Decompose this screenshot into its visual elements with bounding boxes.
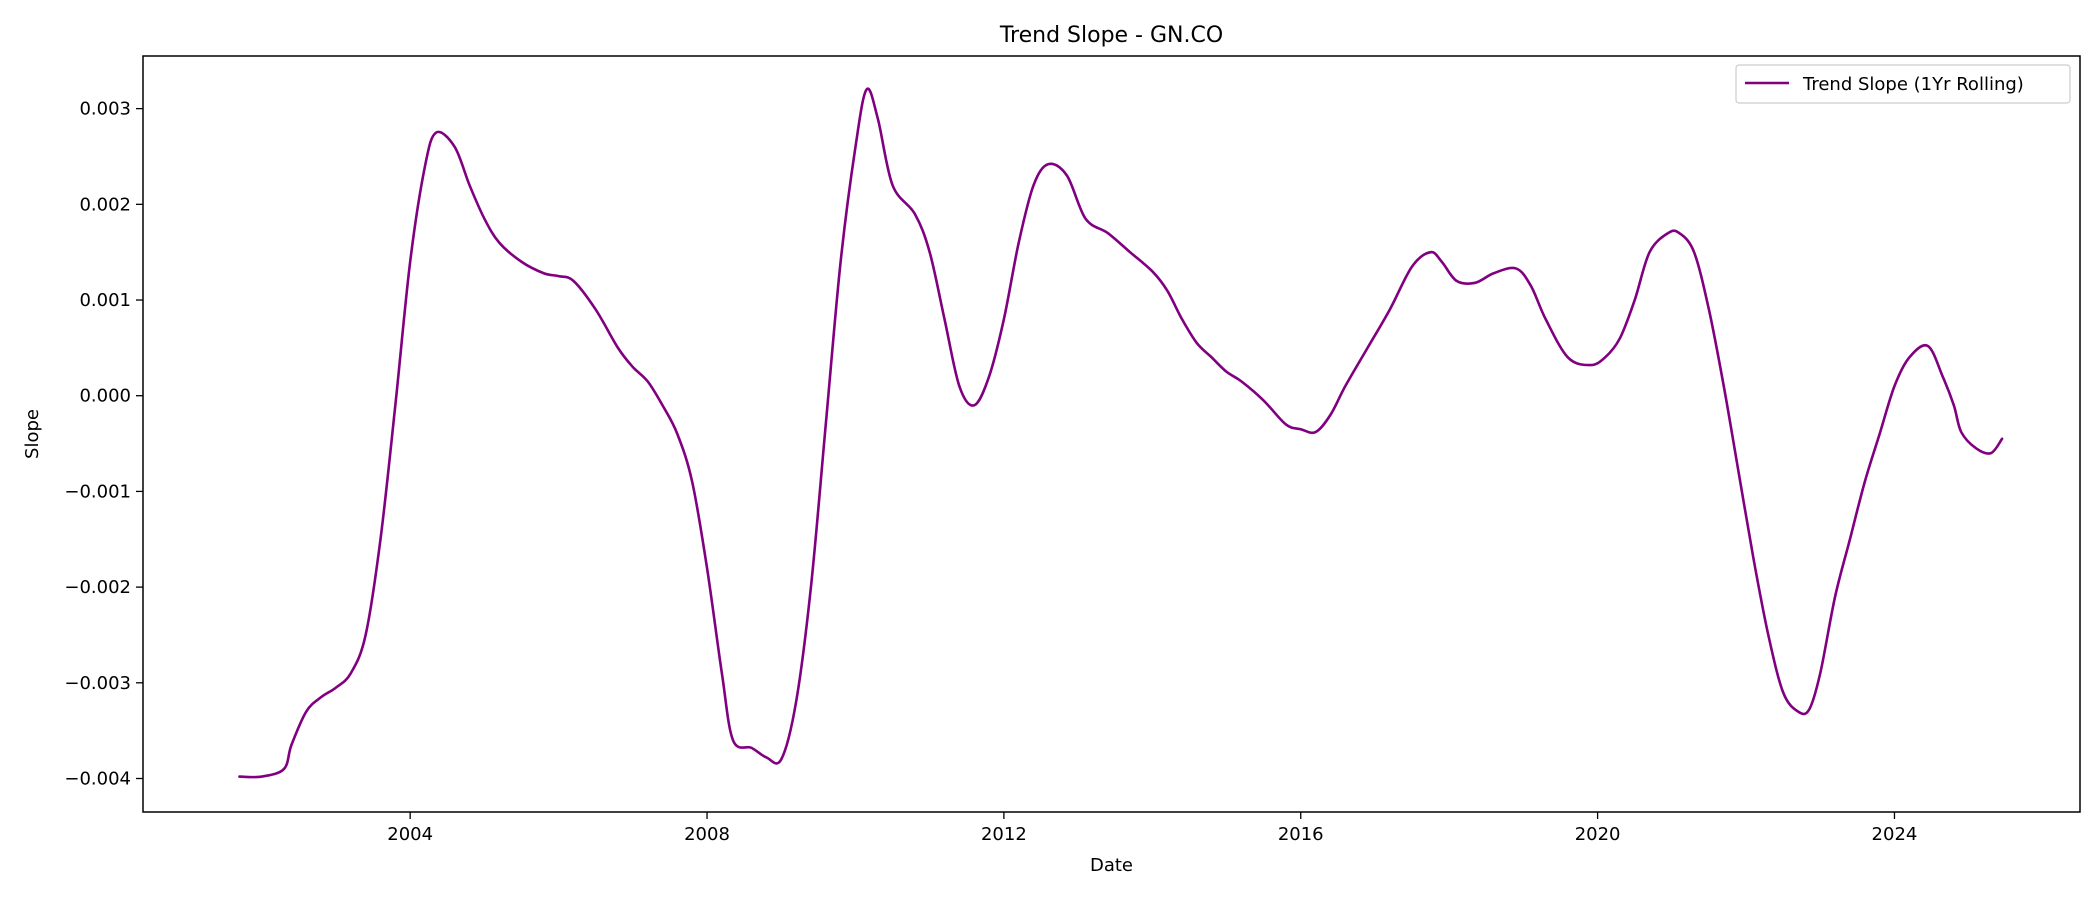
y-axis-ticks: 0.003 0.002 0.001 0.000 −0.001 −0.002 −0.003 −0… <box>64 99 143 790</box>
plot-frame <box>142 55 2081 813</box>
plot-area <box>238 87 2004 779</box>
x-tick-label: 2016 <box>1278 824 1324 845</box>
x-tick-label: 2020 <box>1575 824 1621 845</box>
x-axis-ticks: 2004 2008 2012 2016 2020 2024 <box>387 812 1917 845</box>
y-tick-label: 0.000 <box>79 386 131 407</box>
y-tick-label: −0.003 <box>64 673 131 694</box>
x-tick-label: 2012 <box>981 824 1027 845</box>
y-axis-title: Slope <box>22 409 43 459</box>
y-tick-label: −0.004 <box>64 769 131 790</box>
legend-label: Trend Slope (1Yr Rolling) <box>1802 74 2024 95</box>
y-tick-label: −0.001 <box>64 481 131 502</box>
y-tick-label: 0.003 <box>79 99 131 120</box>
legend: Trend Slope (1Yr Rolling) <box>1735 64 2071 104</box>
series-line <box>238 87 2004 779</box>
x-tick-label: 2024 <box>1872 824 1918 845</box>
legend-box <box>1735 64 2071 104</box>
x-axis-title: Date <box>1090 855 1133 876</box>
chart-title: Trend Slope - GN.CO <box>999 23 1223 48</box>
x-tick-label: 2008 <box>684 824 730 845</box>
y-tick-label: −0.002 <box>64 577 131 598</box>
y-tick-label: 0.001 <box>79 290 131 311</box>
x-tick-label: 2004 <box>387 824 433 845</box>
y-tick-label: 0.002 <box>79 194 131 215</box>
